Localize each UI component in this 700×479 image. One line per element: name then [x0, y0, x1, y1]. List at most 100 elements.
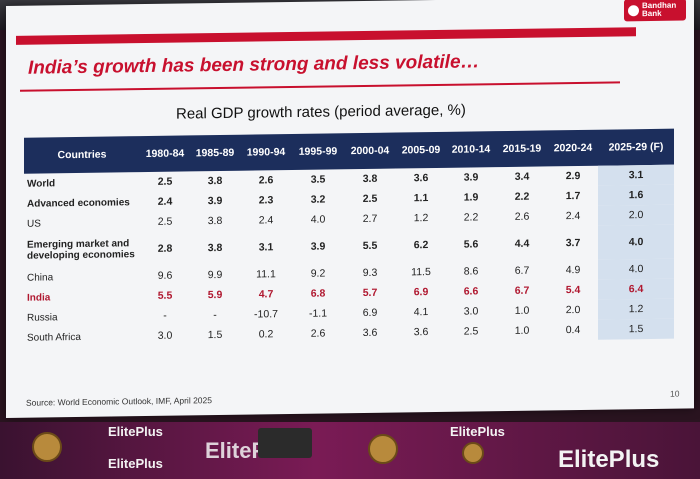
value-cell: 3.2: [310, 193, 326, 206]
value-cell: 1.2: [413, 212, 429, 225]
bank-logo: Bandhan Bank: [624, 0, 686, 22]
bank-logo-icon: [628, 4, 639, 16]
forecast-cell: 3.1: [598, 164, 674, 186]
value-cell: 2.8: [157, 242, 173, 255]
value-cell: 4.0: [310, 213, 326, 226]
value-cell: 3.9: [207, 194, 223, 208]
value-cell: 5.5: [157, 289, 173, 302]
column-header: Countries: [24, 136, 140, 174]
value-cell: 2.2: [514, 190, 530, 203]
country-cell: India: [27, 291, 51, 304]
value-cell: 0.2: [258, 328, 274, 341]
value-cell: 1.9: [463, 191, 479, 204]
value-cell: 1.0: [514, 324, 530, 337]
column-header: 1980-84: [140, 135, 190, 173]
value-cell: 6.9: [413, 286, 429, 299]
title-divider: [20, 81, 620, 92]
value-cell: 2.7: [362, 212, 378, 226]
value-cell: 3.8: [362, 172, 378, 186]
value-cell: 2.6: [514, 210, 530, 223]
value-cell: 3.8: [207, 174, 223, 188]
value-cell: 5.7: [362, 286, 378, 300]
value-cell: -10.7: [254, 308, 278, 321]
country-cell: China: [27, 271, 54, 284]
value-cell: 9.6: [157, 269, 173, 282]
value-cell: 2.5: [463, 325, 479, 338]
header-bar: [16, 27, 636, 45]
value-cell: 9.2: [310, 267, 326, 280]
emblem-icon: [368, 434, 398, 464]
column-header: 1995-99: [292, 133, 344, 171]
forecast-cell: 2.0: [598, 204, 674, 226]
gdp-table: Countries 1980-84 1985-89 1990-94 1995-9…: [24, 128, 674, 348]
country-cell: US: [27, 218, 41, 230]
value-cell: 0.4: [565, 323, 581, 337]
source-note: Source: World Economic Outlook, IMF, Apr…: [26, 395, 212, 408]
value-cell: 2.4: [157, 195, 173, 208]
value-cell: 3.9: [310, 240, 326, 253]
stage-backdrop: ElitePlus ElitePlus ElitePlus ElitePlus …: [0, 422, 700, 479]
page-number: 10: [670, 388, 680, 399]
column-header: 2005-09: [396, 131, 446, 169]
value-cell: 8.6: [463, 265, 479, 278]
emblem-icon: [462, 442, 484, 464]
value-cell: 2.0: [565, 303, 581, 317]
value-cell: 9.3: [362, 266, 378, 280]
slide-title: India’s growth has been strong and less …: [28, 51, 480, 79]
column-header: 2015-19: [496, 130, 548, 168]
value-cell: 3.6: [413, 326, 429, 339]
value-cell: 5.9: [207, 288, 223, 302]
value-cell: 2.9: [565, 169, 581, 183]
stage-brand: ElitePlus: [108, 456, 163, 471]
podium: [258, 428, 312, 458]
column-header: 2010-14: [446, 131, 496, 168]
value-cell: 6.8: [310, 287, 326, 300]
forecast-cell: 4.0: [598, 258, 674, 280]
value-cell: 2.2: [463, 211, 479, 224]
value-cell: 3.7: [565, 236, 581, 250]
value-cell: 1.1: [413, 192, 429, 205]
country-cell: Russia: [27, 311, 58, 324]
forecast-cell: 4.0: [598, 224, 674, 260]
value-cell: 6.7: [514, 284, 530, 297]
value-cell: 2.5: [157, 175, 173, 188]
value-cell: 2.5: [157, 215, 173, 228]
value-cell: 2.4: [258, 214, 274, 227]
stage-brand: ElitePlus: [558, 446, 660, 473]
value-cell: 4.9: [565, 263, 581, 277]
stage-brand: ElitePlus: [108, 424, 163, 439]
value-cell: 6.2: [413, 239, 429, 252]
value-cell: 6.7: [514, 264, 530, 277]
value-cell: 3.6: [413, 172, 429, 185]
country-cell: Emerging market and developing economies: [27, 238, 135, 262]
value-cell: 3.4: [514, 170, 530, 183]
country-cell: South Africa: [27, 331, 81, 344]
value-cell: 3.9: [463, 171, 479, 184]
forecast-cell: 6.4: [598, 278, 674, 300]
value-cell: 2.3: [258, 194, 274, 207]
column-header: 1985-89: [190, 134, 240, 172]
country-cell: Advanced economies: [27, 196, 130, 210]
presentation-slide: Bandhan Bank India’s growth has been str…: [6, 0, 694, 418]
value-cell: 4.7: [258, 288, 274, 301]
value-cell: -: [163, 309, 167, 322]
value-cell: 11.1: [256, 268, 276, 281]
value-cell: 9.9: [207, 268, 223, 282]
column-header: 1990-94: [240, 134, 292, 171]
value-cell: -1.1: [308, 307, 328, 320]
forecast-cell: 1.2: [598, 298, 674, 320]
value-cell: 2.5: [362, 192, 378, 206]
value-cell: 4.1: [413, 306, 429, 319]
value-cell: -: [213, 309, 217, 322]
value-cell: 3.6: [362, 326, 378, 340]
value-cell: 11.5: [411, 266, 431, 279]
value-cell: 3.8: [207, 241, 223, 255]
value-cell: 5.6: [463, 238, 479, 251]
value-cell: 4.4: [514, 237, 530, 250]
value-cell: 3.0: [463, 305, 479, 318]
value-cell: 6.9: [362, 306, 378, 320]
value-cell: 5.5: [362, 239, 378, 253]
table-subtitle: Real GDP growth rates (period average, %…: [176, 101, 466, 123]
value-cell: 1.5: [207, 328, 223, 342]
column-header: 2020-24: [548, 129, 598, 167]
